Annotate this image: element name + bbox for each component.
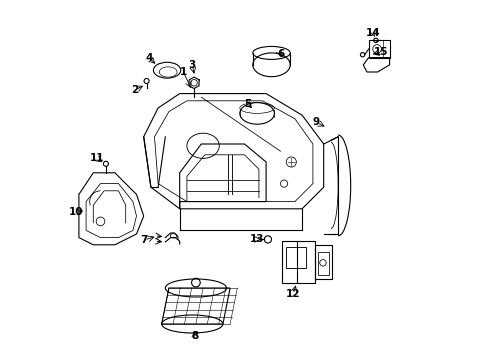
Text: 6: 6	[276, 49, 284, 59]
Text: 5: 5	[244, 99, 251, 109]
Text: 15: 15	[373, 47, 388, 57]
Circle shape	[103, 161, 108, 166]
Text: 13: 13	[249, 234, 264, 244]
Circle shape	[144, 78, 149, 84]
Text: 3: 3	[188, 60, 196, 70]
Text: 12: 12	[285, 289, 300, 300]
Text: 10: 10	[69, 207, 83, 217]
Text: 4: 4	[145, 53, 152, 63]
Text: 1: 1	[179, 67, 186, 77]
Text: 9: 9	[312, 117, 320, 127]
Text: 2: 2	[131, 85, 138, 95]
Text: 8: 8	[191, 330, 198, 341]
Text: 14: 14	[366, 28, 380, 38]
Text: 11: 11	[89, 153, 104, 163]
Text: 7: 7	[141, 235, 148, 245]
